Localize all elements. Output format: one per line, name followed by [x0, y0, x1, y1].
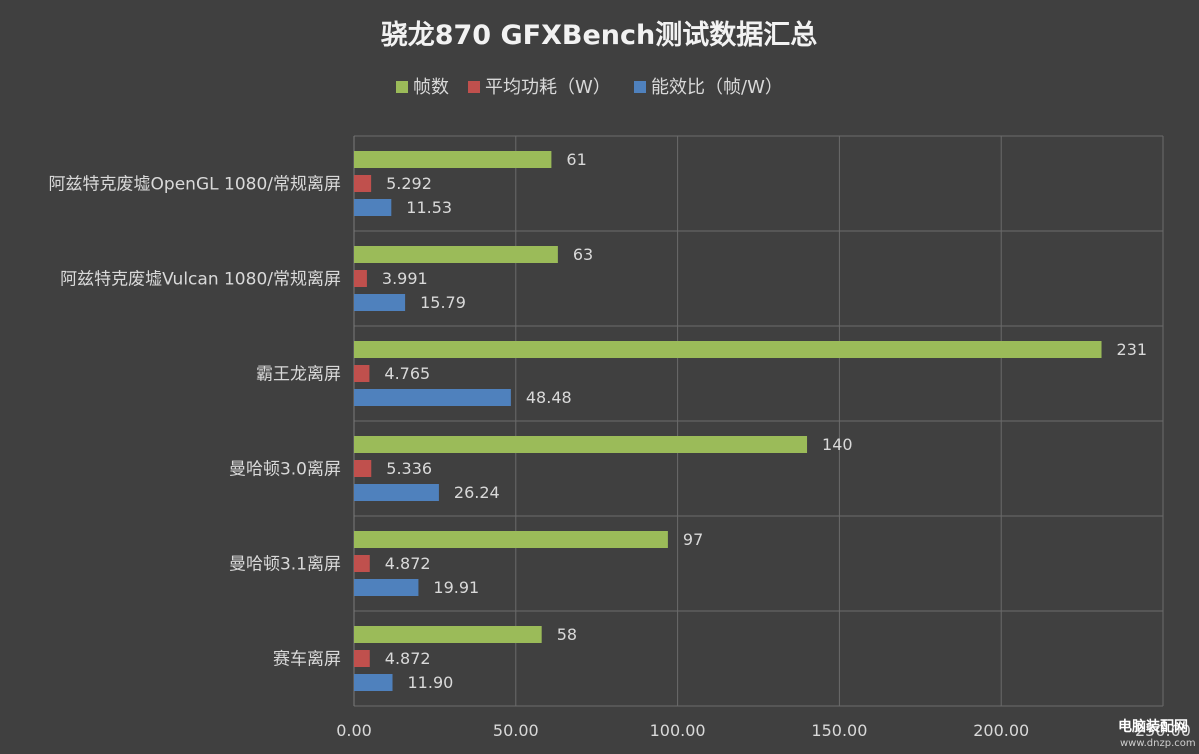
x-tick-label: 200.00: [973, 721, 1029, 740]
data-label: 58: [557, 625, 577, 644]
category-label: 曼哈顿3.0离屏: [229, 460, 341, 480]
data-label: 5.336: [386, 459, 432, 478]
legend-label-3: 能效比（帧/W）: [651, 77, 783, 98]
category-label: 霸王龙离屏: [256, 365, 341, 385]
bar-2: [354, 175, 372, 192]
data-label: 231: [1117, 340, 1148, 359]
category-label: 赛车离屏: [273, 649, 341, 670]
bar-1: [354, 531, 668, 548]
bar-3: [354, 484, 439, 501]
data-label: 26.24: [454, 483, 500, 502]
bar-3: [354, 199, 392, 216]
bar-1: [354, 246, 558, 263]
bar-1: [354, 341, 1102, 358]
data-label: 3.991: [382, 269, 428, 288]
bar-1: [354, 626, 542, 643]
bar-3: [354, 389, 511, 406]
data-label: 48.48: [526, 388, 572, 407]
bar-2: [354, 555, 370, 572]
bar-2: [354, 650, 370, 667]
bar-2: [354, 365, 370, 382]
bar-3: [354, 674, 393, 691]
legend-label-2: 平均功耗（W）: [485, 77, 611, 98]
x-tick-label: 0.00: [336, 721, 372, 740]
watermark-text: 电脑装配网: [1118, 718, 1188, 735]
legend: 帧数 平均功耗（W） 能效比（帧/W）: [396, 77, 783, 98]
data-label: 11.53: [406, 198, 452, 217]
data-label: 4.872: [385, 554, 431, 573]
bar-3: [354, 294, 406, 311]
bar-2: [354, 270, 367, 287]
bar-2: [354, 460, 372, 477]
watermark-url: www.dnzp.com: [1120, 738, 1196, 749]
data-label: 140: [822, 435, 853, 454]
x-tick-label: 150.00: [811, 721, 867, 740]
category-label: 阿兹特克废墟OpenGL 1080/常规离屏: [49, 175, 341, 195]
bar-3: [354, 579, 419, 596]
bar-1: [354, 436, 808, 453]
chart-title: 骁龙870 GFXBench测试数据汇总: [381, 20, 818, 51]
watermark: 电脑装配网 www.dnzp.com: [1118, 718, 1196, 749]
legend-swatch-2: [468, 81, 480, 93]
bar-1: [354, 151, 552, 168]
x-tick-label: 250.00: [1135, 721, 1191, 740]
x-tick-labels: 0.00 50.00 100.00 150.00 200.00 250.00: [336, 721, 1191, 740]
data-label: 4.872: [385, 649, 431, 668]
category-label: 阿兹特克废墟Vulcan 1080/常规离屏: [60, 270, 341, 290]
legend-swatch-1: [396, 81, 408, 93]
legend-label-1: 帧数: [413, 77, 449, 98]
legend-swatch-3: [634, 81, 646, 93]
data-label: 15.79: [420, 293, 466, 312]
data-label: 5.292: [386, 174, 432, 193]
category-label: 曼哈顿3.1离屏: [229, 555, 341, 575]
data-label: 11.90: [408, 673, 454, 692]
data-label: 4.765: [384, 364, 430, 383]
data-label: 97: [683, 530, 703, 549]
data-label: 19.91: [433, 578, 479, 597]
data-label: 63: [573, 245, 593, 264]
x-tick-label: 100.00: [650, 721, 706, 740]
gridlines: [353, 135, 1164, 707]
x-tick-label: 50.00: [493, 721, 539, 740]
bars: 61 5.292 11.53 63 3.991 15.79 231 4.765 48.48 140…: [354, 150, 1147, 692]
data-label: 61: [566, 150, 586, 169]
